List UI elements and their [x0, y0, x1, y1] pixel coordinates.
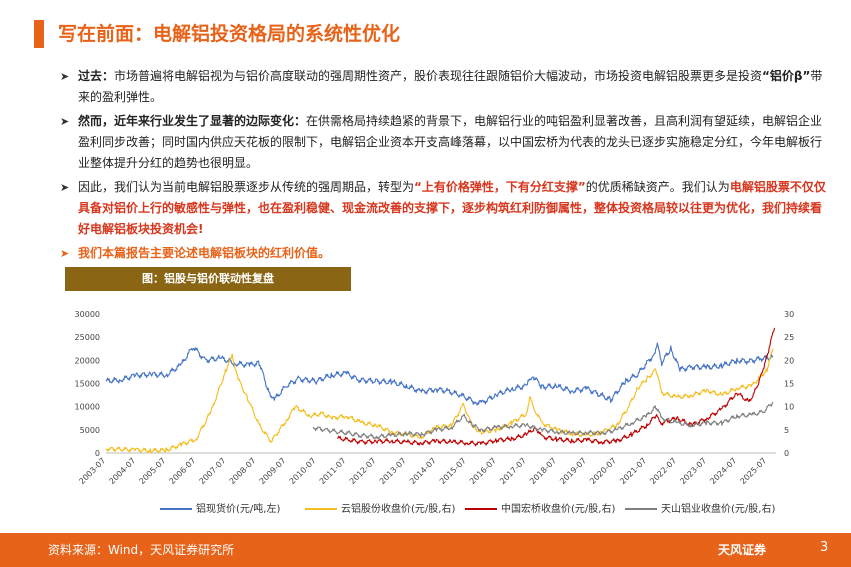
legend-item: 铝现货价(元/吨,左): [160, 500, 280, 515]
x-tick-label: 2003-07: [77, 456, 107, 486]
x-tick-label: 2007-07: [198, 456, 228, 486]
y-right-tick-label: 10: [784, 403, 794, 412]
y-left-tick-label: 15000: [75, 380, 100, 389]
line-chart: 0500010000150002000025000300000510152025…: [75, 310, 795, 486]
bullet-emphasis: 电解铝股票不仅仅具备对铝价上行的敏感性与弹性，也在盈利稳健、现金流改善的支撑下，…: [78, 180, 826, 236]
legend-swatch: [465, 508, 497, 510]
legend-item: 中国宏桥收盘价(元/股,右): [465, 500, 615, 515]
y-left-tick-label: 25000: [75, 333, 100, 342]
bullet-emphasis: “上有价格弹性，下有分红支撑”: [414, 180, 586, 194]
source-note: 资料来源：Wind，天风证券研究所: [48, 543, 235, 557]
x-tick-label: 2021-07: [618, 456, 648, 486]
x-tick-label: 2006-07: [168, 456, 198, 486]
x-tick-label: 2012-07: [348, 456, 378, 486]
bullet-text: 带来的盈利弹性。: [78, 69, 823, 104]
legend-swatch: [160, 508, 192, 510]
x-tick-label: 2018-07: [528, 456, 558, 486]
series-line: [105, 342, 774, 406]
y-left-tick-label: 0: [95, 449, 100, 458]
legend-label: 云铝股份收盘价(元/股,右): [341, 504, 456, 515]
brand-logo: 天风证券: [718, 543, 767, 557]
x-tick-label: 2015-07: [438, 456, 468, 486]
x-tick-label: 2017-07: [498, 456, 528, 486]
bullet-text: 在供需格局持续趋紧的背景下，电解铝行业的吨铝盈利显著改善，且高利润有望延续，电解…: [78, 114, 823, 170]
y-right-tick-label: 20: [784, 356, 794, 365]
x-tick-label: 2020-07: [588, 456, 618, 486]
bullet-text: 我们本篇报告主要论述电解铝板块的红利价值。: [78, 246, 331, 260]
page-title: 写在前面：电解铝投资格局的系统性优化: [58, 23, 401, 45]
y-left-tick-label: 10000: [75, 403, 100, 412]
x-tick-label: 2014-07: [408, 456, 438, 486]
series-line: [105, 348, 774, 454]
bullet-lead: 过去：: [78, 69, 115, 83]
bullet-highlight: ➤ 我们本篇报告主要论述电解铝板块的红利价值。: [58, 243, 830, 264]
y-left-tick-label: 20000: [75, 356, 100, 365]
bullet-text: 因此，我们认为当前电解铝股票逐步从传统的强周期品，转型为: [78, 180, 415, 194]
legend-label: 铝现货价(元/吨,左): [196, 504, 281, 515]
x-tick-label: 2013-07: [378, 456, 408, 486]
y-left-tick-label: 5000: [80, 426, 100, 435]
arrow-bullet-icon: ➤: [60, 115, 70, 128]
x-tick-label: 2023-07: [678, 456, 708, 486]
y-right-tick-label: 15: [784, 380, 794, 389]
x-tick-label: 2025-07: [738, 456, 768, 486]
bullet-change: ➤ 然而，近年来行业发生了显著的边际变化：在供需格局持续趋紧的背景下，电解铝行业…: [58, 111, 830, 174]
arrow-bullet-icon: ➤: [60, 70, 70, 83]
y-right-tick-label: 0: [784, 449, 789, 458]
footer: 资料来源：Wind，天风证券研究所 天风证券 3: [0, 533, 851, 567]
bullet-quote: “铝价β”: [762, 69, 811, 83]
y-right-tick-label: 5: [784, 426, 789, 435]
arrow-bullet-icon: ➤: [60, 181, 70, 194]
x-tick-label: 2024-07: [708, 456, 738, 486]
x-tick-label: 2005-07: [137, 456, 167, 486]
y-right-tick-label: 25: [784, 333, 794, 342]
legend-item: 天山铝业收盘价(元/股,右): [625, 500, 775, 515]
y-left-tick-label: 30000: [75, 310, 100, 319]
bullet-text: 的优质稀缺资产。我们认为: [585, 180, 730, 194]
y-right-tick-label: 30: [784, 310, 794, 319]
legend-swatch: [305, 508, 337, 510]
bullet-lead: 然而，近年来行业发生了显著的边际变化：: [78, 114, 307, 128]
legend-swatch: [625, 508, 657, 510]
bullet-conclusion: ➤ 因此，我们认为当前电解铝股票逐步从传统的强周期品，转型为“上有价格弹性，下有…: [58, 177, 830, 240]
chart-legend: 铝现货价(元/吨,左) 云铝股份收盘价(元/股,右) 中国宏桥收盘价(元/股,右…: [0, 500, 851, 520]
x-tick-label: 2009-07: [258, 456, 288, 486]
arrow-bullet-icon: ➤: [60, 247, 70, 260]
series-line: [312, 401, 774, 440]
x-tick-label: 2011-07: [318, 456, 348, 486]
legend-item: 云铝股份收盘价(元/股,右): [305, 500, 455, 515]
legend-label: 中国宏桥收盘价(元/股,右): [501, 504, 616, 515]
x-tick-label: 2004-07: [107, 456, 137, 486]
series-line: [337, 327, 776, 447]
x-tick-label: 2016-07: [468, 456, 498, 486]
x-tick-label: 2019-07: [558, 456, 588, 486]
legend-label: 天山铝业收盘价(元/股,右): [661, 504, 776, 515]
title-accent-bar: [34, 20, 44, 48]
bullet-text: 市场普遍将电解铝视为与铝价高度联动的强周期性资产，股价表现往往跟随铝价大幅波动，…: [114, 69, 763, 83]
page-number: 3: [820, 540, 829, 555]
figure-title: 图：铝股与铝价联动性复盘: [65, 267, 351, 291]
x-tick-label: 2010-07: [288, 456, 318, 486]
x-tick-label: 2008-07: [228, 456, 258, 486]
bullet-past: ➤ 过去：市场普遍将电解铝视为与铝价高度联动的强周期性资产，股价表现往往跟随铝价…: [58, 66, 830, 108]
x-tick-label: 2022-07: [648, 456, 678, 486]
bullet-list: ➤ 过去：市场普遍将电解铝视为与铝价高度联动的强周期性资产，股价表现往往跟随铝价…: [58, 66, 830, 267]
